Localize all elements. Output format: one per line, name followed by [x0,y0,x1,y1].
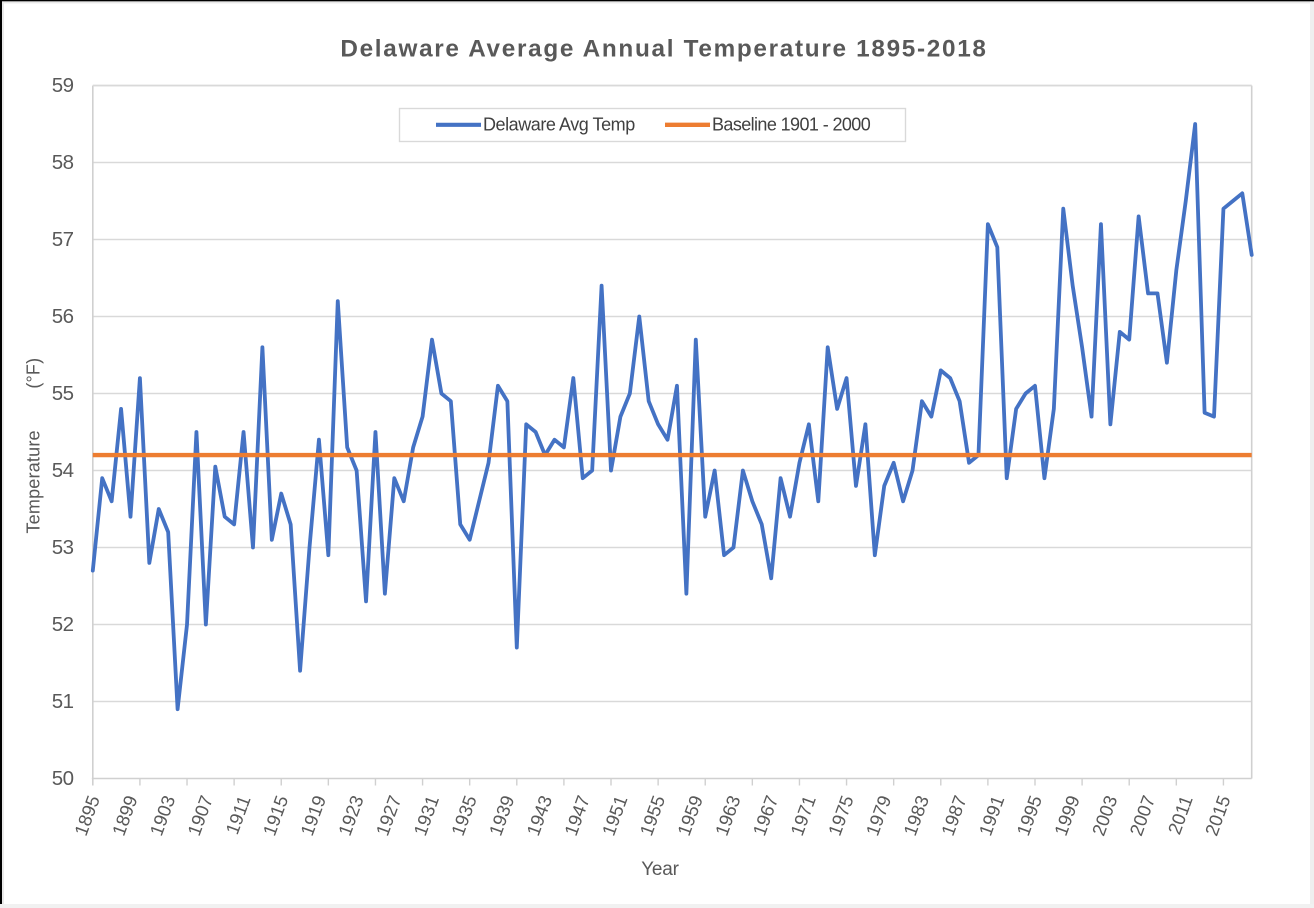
svg-text:51: 51 [52,690,74,713]
svg-text:54: 54 [52,459,74,482]
svg-text:50: 50 [52,767,74,790]
svg-text:Delaware Average Annual Temper: Delaware Average Annual Temperature 1895… [340,36,987,63]
svg-text:59: 59 [52,74,74,97]
svg-text:55: 55 [52,382,74,405]
svg-text:Temperature (°F): Temperature (°F) [24,358,44,534]
svg-text:52: 52 [52,613,74,636]
svg-text:57: 57 [52,228,74,251]
svg-text:Baseline 1901 - 2000: Baseline 1901 - 2000 [712,114,871,134]
svg-text:Delaware Avg Temp: Delaware Avg Temp [483,114,635,134]
svg-text:Year: Year [641,859,679,880]
svg-text:53: 53 [52,536,74,559]
svg-text:58: 58 [52,151,74,174]
svg-text:56: 56 [52,305,74,328]
